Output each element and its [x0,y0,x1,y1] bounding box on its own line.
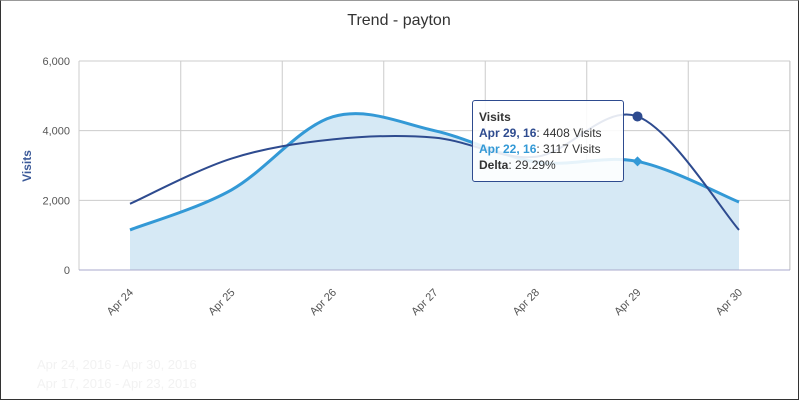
x-tick-label: Apr 27 [409,287,440,318]
y-tick-label: 6,000 [42,56,70,68]
x-tick-label: Apr 30 [714,287,745,318]
y-axis-label: Visits [20,150,34,182]
x-tick-label: Apr 25 [206,287,237,318]
x-tick-label: Apr 24 [105,287,136,318]
tooltip-title: Visits [479,110,511,124]
x-tick-label: Apr 26 [308,287,339,318]
tooltip-current-label: Apr 29, 16 [479,126,537,140]
chart-title: Trend - payton [347,12,450,29]
tooltip-current-value: 4408 Visits [543,126,602,140]
tooltip: Visits Apr 29, 16: 4408 Visits Apr 22, 1… [472,100,624,182]
previous-series-marker [632,156,643,167]
x-tick-label: Apr 28 [511,287,542,318]
current-series-marker [632,111,643,122]
y-tick-label: 0 [64,265,70,277]
previous-series-area [130,113,739,270]
tooltip-previous-label: Apr 22, 16 [479,142,537,156]
x-tick-label: Apr 29 [612,287,643,318]
tooltip-delta-label: Delta [479,158,509,172]
tooltip-previous-value: 3117 Visits [543,142,601,156]
legend-item-current[interactable]: Apr 24, 2016 - Apr 30, 2016 [37,357,197,372]
tooltip-delta-value: 29.29% [515,158,556,172]
y-tick-label: 2,000 [42,195,70,207]
legend-item-previous[interactable]: Apr 17, 2016 - Apr 23, 2016 [37,376,197,391]
y-tick-label: 4,000 [42,126,70,138]
